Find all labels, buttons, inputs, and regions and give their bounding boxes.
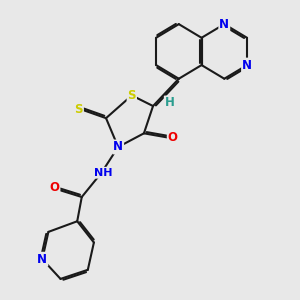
Text: S: S <box>74 103 83 116</box>
Text: NH: NH <box>94 168 112 178</box>
Text: O: O <box>168 131 178 144</box>
Text: N: N <box>242 58 252 72</box>
Text: N: N <box>113 140 123 154</box>
Text: N: N <box>219 18 229 31</box>
Text: O: O <box>50 182 59 194</box>
Text: S: S <box>128 89 136 102</box>
Text: N: N <box>37 253 47 266</box>
Text: H: H <box>165 97 175 110</box>
